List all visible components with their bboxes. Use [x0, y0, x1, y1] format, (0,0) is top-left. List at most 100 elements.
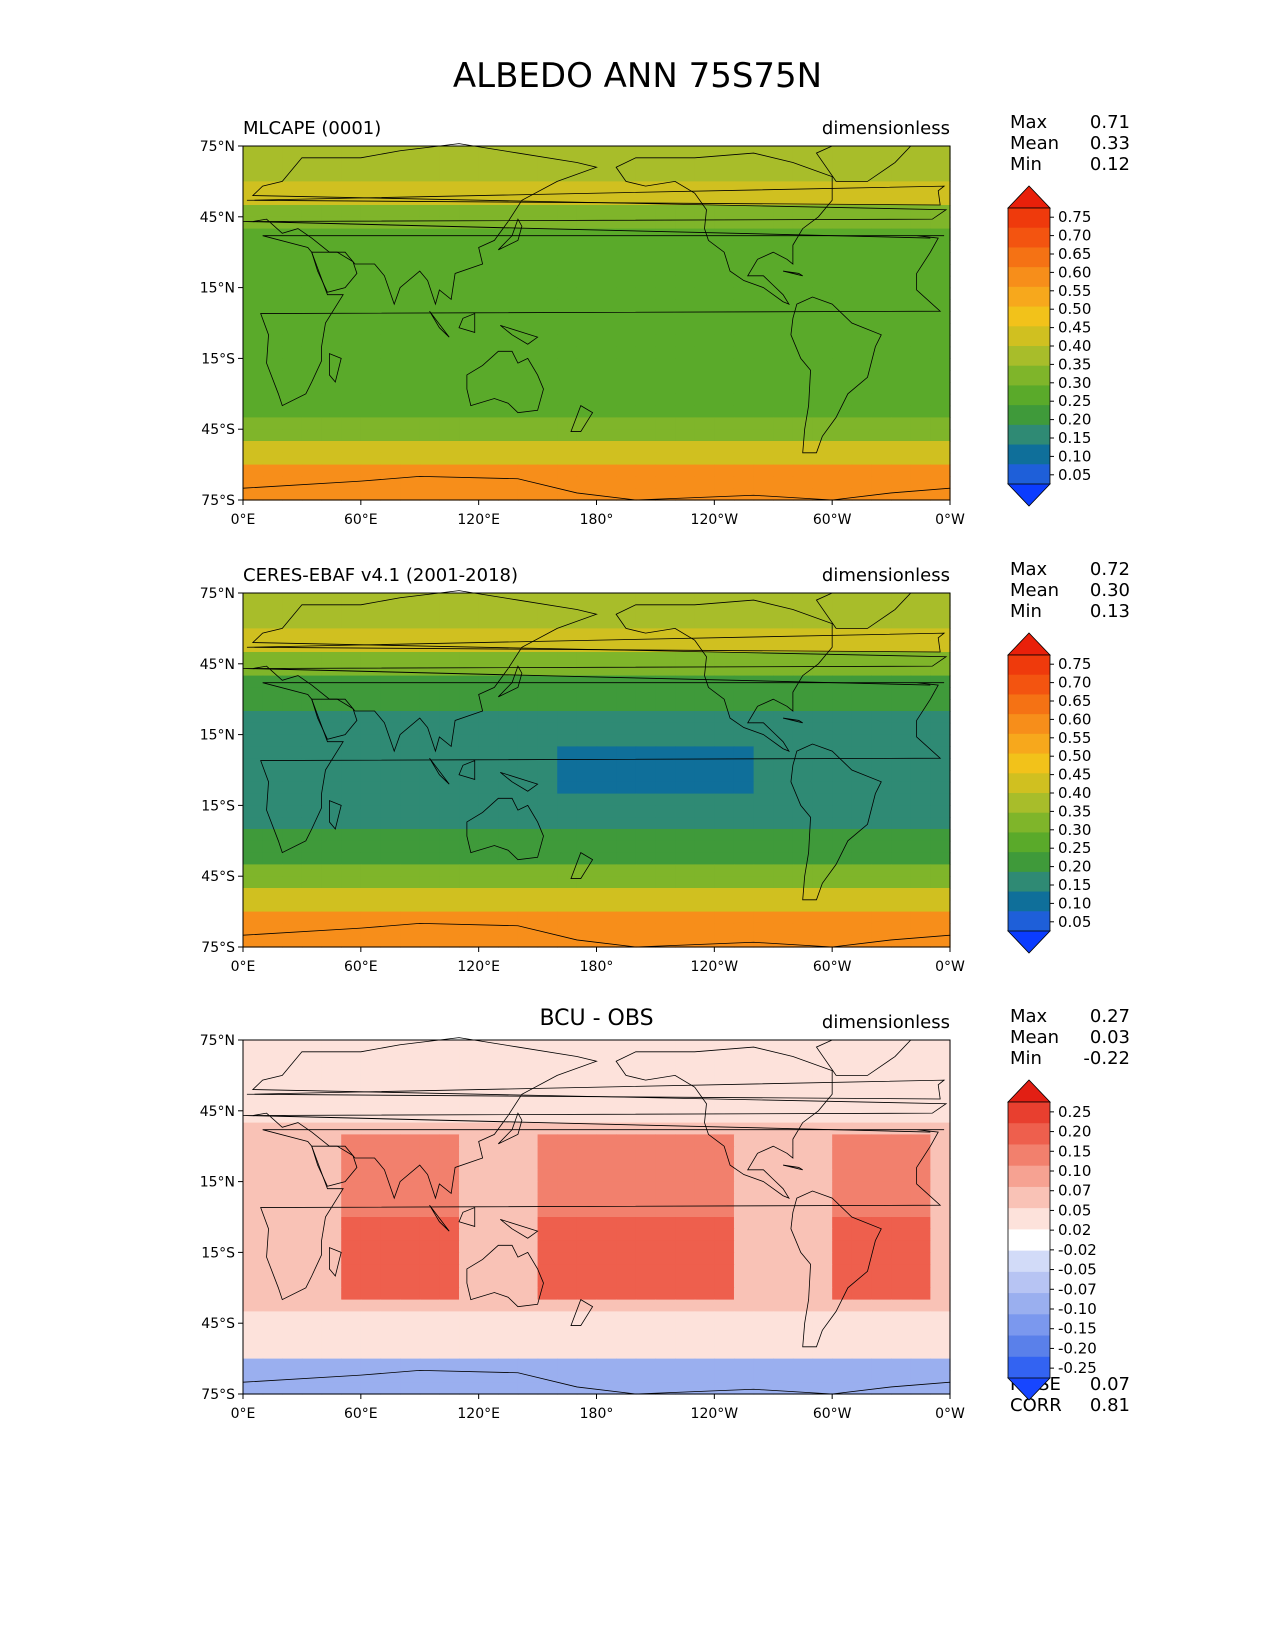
field-cell [733, 1252, 755, 1265]
field-cell [773, 476, 794, 489]
field-cell [576, 1228, 598, 1242]
field-cell [694, 687, 715, 700]
field-cell [635, 770, 657, 783]
field-cell [812, 781, 833, 795]
field-cell [282, 935, 303, 948]
field-cell [301, 323, 323, 336]
field-cell [812, 1063, 833, 1076]
colorbar-segment [1008, 267, 1050, 288]
field-cell [341, 464, 362, 477]
field-cell [910, 852, 931, 865]
field-cell [557, 193, 578, 206]
field-cell [832, 1087, 853, 1100]
field-cell [498, 1370, 519, 1383]
field-cell [596, 405, 617, 418]
field-cell [871, 1358, 892, 1371]
lon-tick-label: 120°W [691, 512, 739, 528]
field-cell [341, 770, 362, 783]
field-cell [891, 1252, 912, 1265]
colorbar-segment [1008, 1335, 1050, 1358]
field-cell [655, 711, 676, 724]
field-cell [675, 452, 696, 466]
field-cell [478, 488, 499, 501]
field-cell [910, 628, 931, 641]
field-cell [596, 781, 617, 795]
field-cell [478, 711, 499, 724]
field-cell [341, 441, 362, 454]
colorbar-tick-label: 0.40 [1058, 337, 1091, 355]
field-cell [400, 193, 421, 206]
field-cell [773, 181, 794, 194]
field-cell [910, 1134, 931, 1147]
field-cell [478, 876, 499, 889]
field-cell [792, 193, 814, 206]
field-cell [930, 923, 951, 936]
field-cell [301, 146, 323, 159]
field-cell [321, 640, 342, 653]
field-cell [360, 1087, 382, 1100]
field-cell [498, 1063, 519, 1076]
field-cell [616, 240, 637, 253]
field-cell [459, 888, 480, 901]
field-cell [851, 417, 873, 430]
field-cell [694, 252, 715, 265]
field-cell [930, 488, 951, 501]
field-cell [596, 911, 617, 924]
field-cell [773, 464, 794, 477]
field-cell [773, 370, 794, 383]
field-cell [321, 157, 342, 171]
field-cell [753, 476, 774, 489]
field-cell [341, 1346, 362, 1360]
field-cell [851, 1181, 873, 1194]
field-cell [262, 1311, 283, 1324]
field-cell [537, 1346, 558, 1360]
field-cell [792, 840, 814, 854]
field-cell [910, 899, 931, 913]
field-cell [537, 1382, 558, 1395]
field-cell [714, 1158, 735, 1171]
field-cell [812, 1158, 833, 1171]
field-cell [576, 852, 598, 865]
field-cell [537, 864, 558, 877]
field-cell [792, 640, 814, 653]
field-cell [616, 840, 637, 854]
field-cell [616, 193, 637, 206]
field-cell [243, 1122, 264, 1135]
field-cell [557, 393, 578, 407]
field-cell [635, 604, 657, 618]
field-cell [419, 334, 440, 348]
field-cell [380, 358, 401, 371]
field-cell [341, 323, 362, 336]
field-cell [301, 252, 323, 265]
field-cell [616, 464, 637, 477]
field-cell [498, 181, 519, 194]
field-cell [557, 146, 578, 159]
field-cell [596, 1311, 617, 1324]
field-cell [812, 1370, 833, 1383]
field-cell [262, 311, 283, 324]
field-cell [439, 1075, 460, 1088]
field-cell [439, 429, 460, 442]
field-cell [517, 675, 539, 688]
field-cell [243, 240, 264, 253]
colorbar-tick-label: 0.30 [1058, 821, 1091, 839]
field-cell [655, 888, 676, 901]
field-cell [635, 1169, 657, 1183]
coastline [498, 1112, 523, 1145]
field-cell [262, 1240, 283, 1253]
field-cell [812, 169, 833, 182]
field-cell [733, 228, 755, 241]
field-cell [419, 1287, 440, 1301]
field-cell [537, 405, 558, 418]
field-cell [400, 1240, 421, 1253]
field-cell [262, 299, 283, 312]
field-cell [262, 1146, 283, 1159]
field-cell [753, 228, 774, 241]
field-cell [616, 346, 637, 359]
field-cell [832, 1051, 853, 1065]
field-cell [910, 687, 931, 700]
field-cell [891, 911, 912, 924]
field-cell [675, 346, 696, 359]
field-cell [400, 275, 421, 289]
field-cell [832, 1287, 853, 1301]
